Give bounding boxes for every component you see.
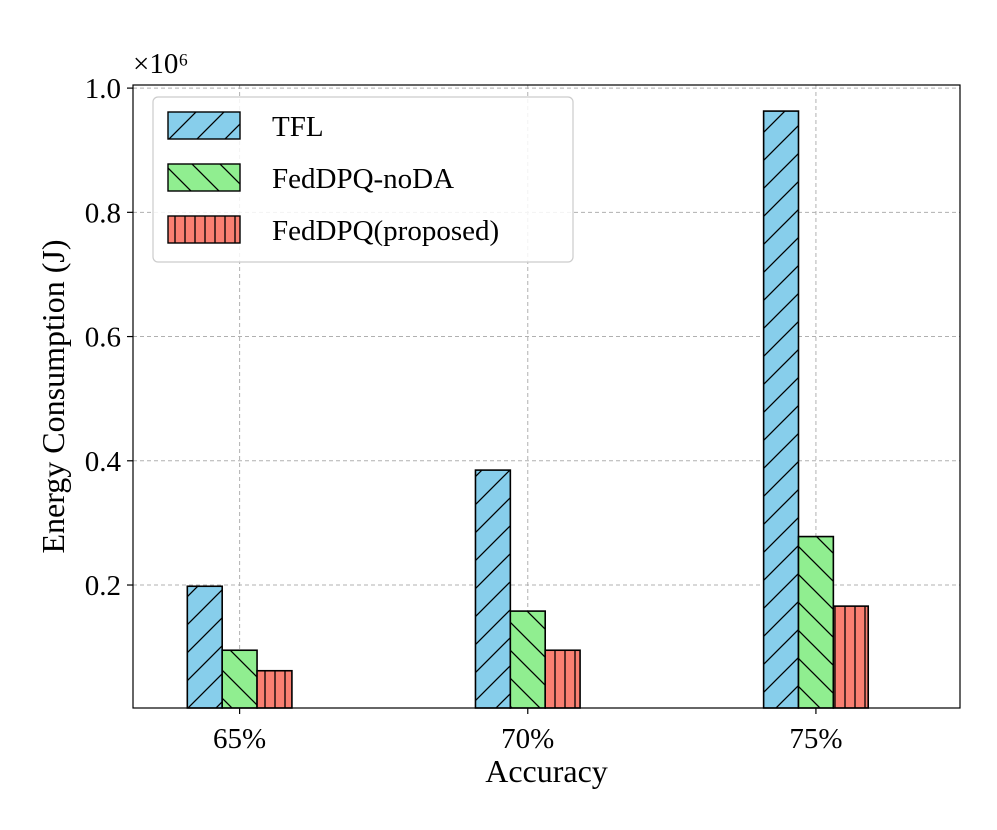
bar xyxy=(221,649,258,709)
y-tick-label: 0.4 xyxy=(85,446,122,478)
bar xyxy=(256,669,293,709)
bar xyxy=(509,610,547,709)
x-tick-label: 65% xyxy=(213,723,266,755)
y-tick-label: 0.2 xyxy=(85,570,121,602)
legend-swatch xyxy=(167,111,241,140)
y-tick-label: 0.8 xyxy=(85,197,121,229)
legend-swatch xyxy=(167,163,241,192)
bars xyxy=(186,110,870,709)
legend: TFL FedDPQ-noDA FedDPQ(proposed) xyxy=(152,96,574,263)
y-tick-label: 0.6 xyxy=(85,322,121,354)
legend-label: TFL xyxy=(272,111,324,143)
bar xyxy=(186,585,223,709)
legend-label: FedDPQ-noDA xyxy=(272,163,454,195)
bar xyxy=(762,110,800,709)
axis-ticks: 0.2 0.4 0.6 0.8 1.0 65% 70% 75% xyxy=(85,73,843,755)
x-tick-label: 75% xyxy=(789,723,842,755)
legend-box xyxy=(152,96,574,263)
y-axis-multiplier: ×10⁶ xyxy=(133,48,188,80)
plot-frame xyxy=(132,84,961,709)
bar xyxy=(544,649,581,709)
x-tick-label: 70% xyxy=(501,723,554,755)
y-axis-title: Energy Consumption (J) xyxy=(35,239,71,553)
bar xyxy=(474,469,512,709)
bar xyxy=(797,535,835,709)
x-axis-title: Accuracy xyxy=(485,753,608,789)
bar xyxy=(832,605,870,709)
y-tick-label: 1.0 xyxy=(85,73,121,105)
legend-swatch xyxy=(167,215,241,244)
legend-label: FedDPQ(proposed) xyxy=(272,215,499,247)
